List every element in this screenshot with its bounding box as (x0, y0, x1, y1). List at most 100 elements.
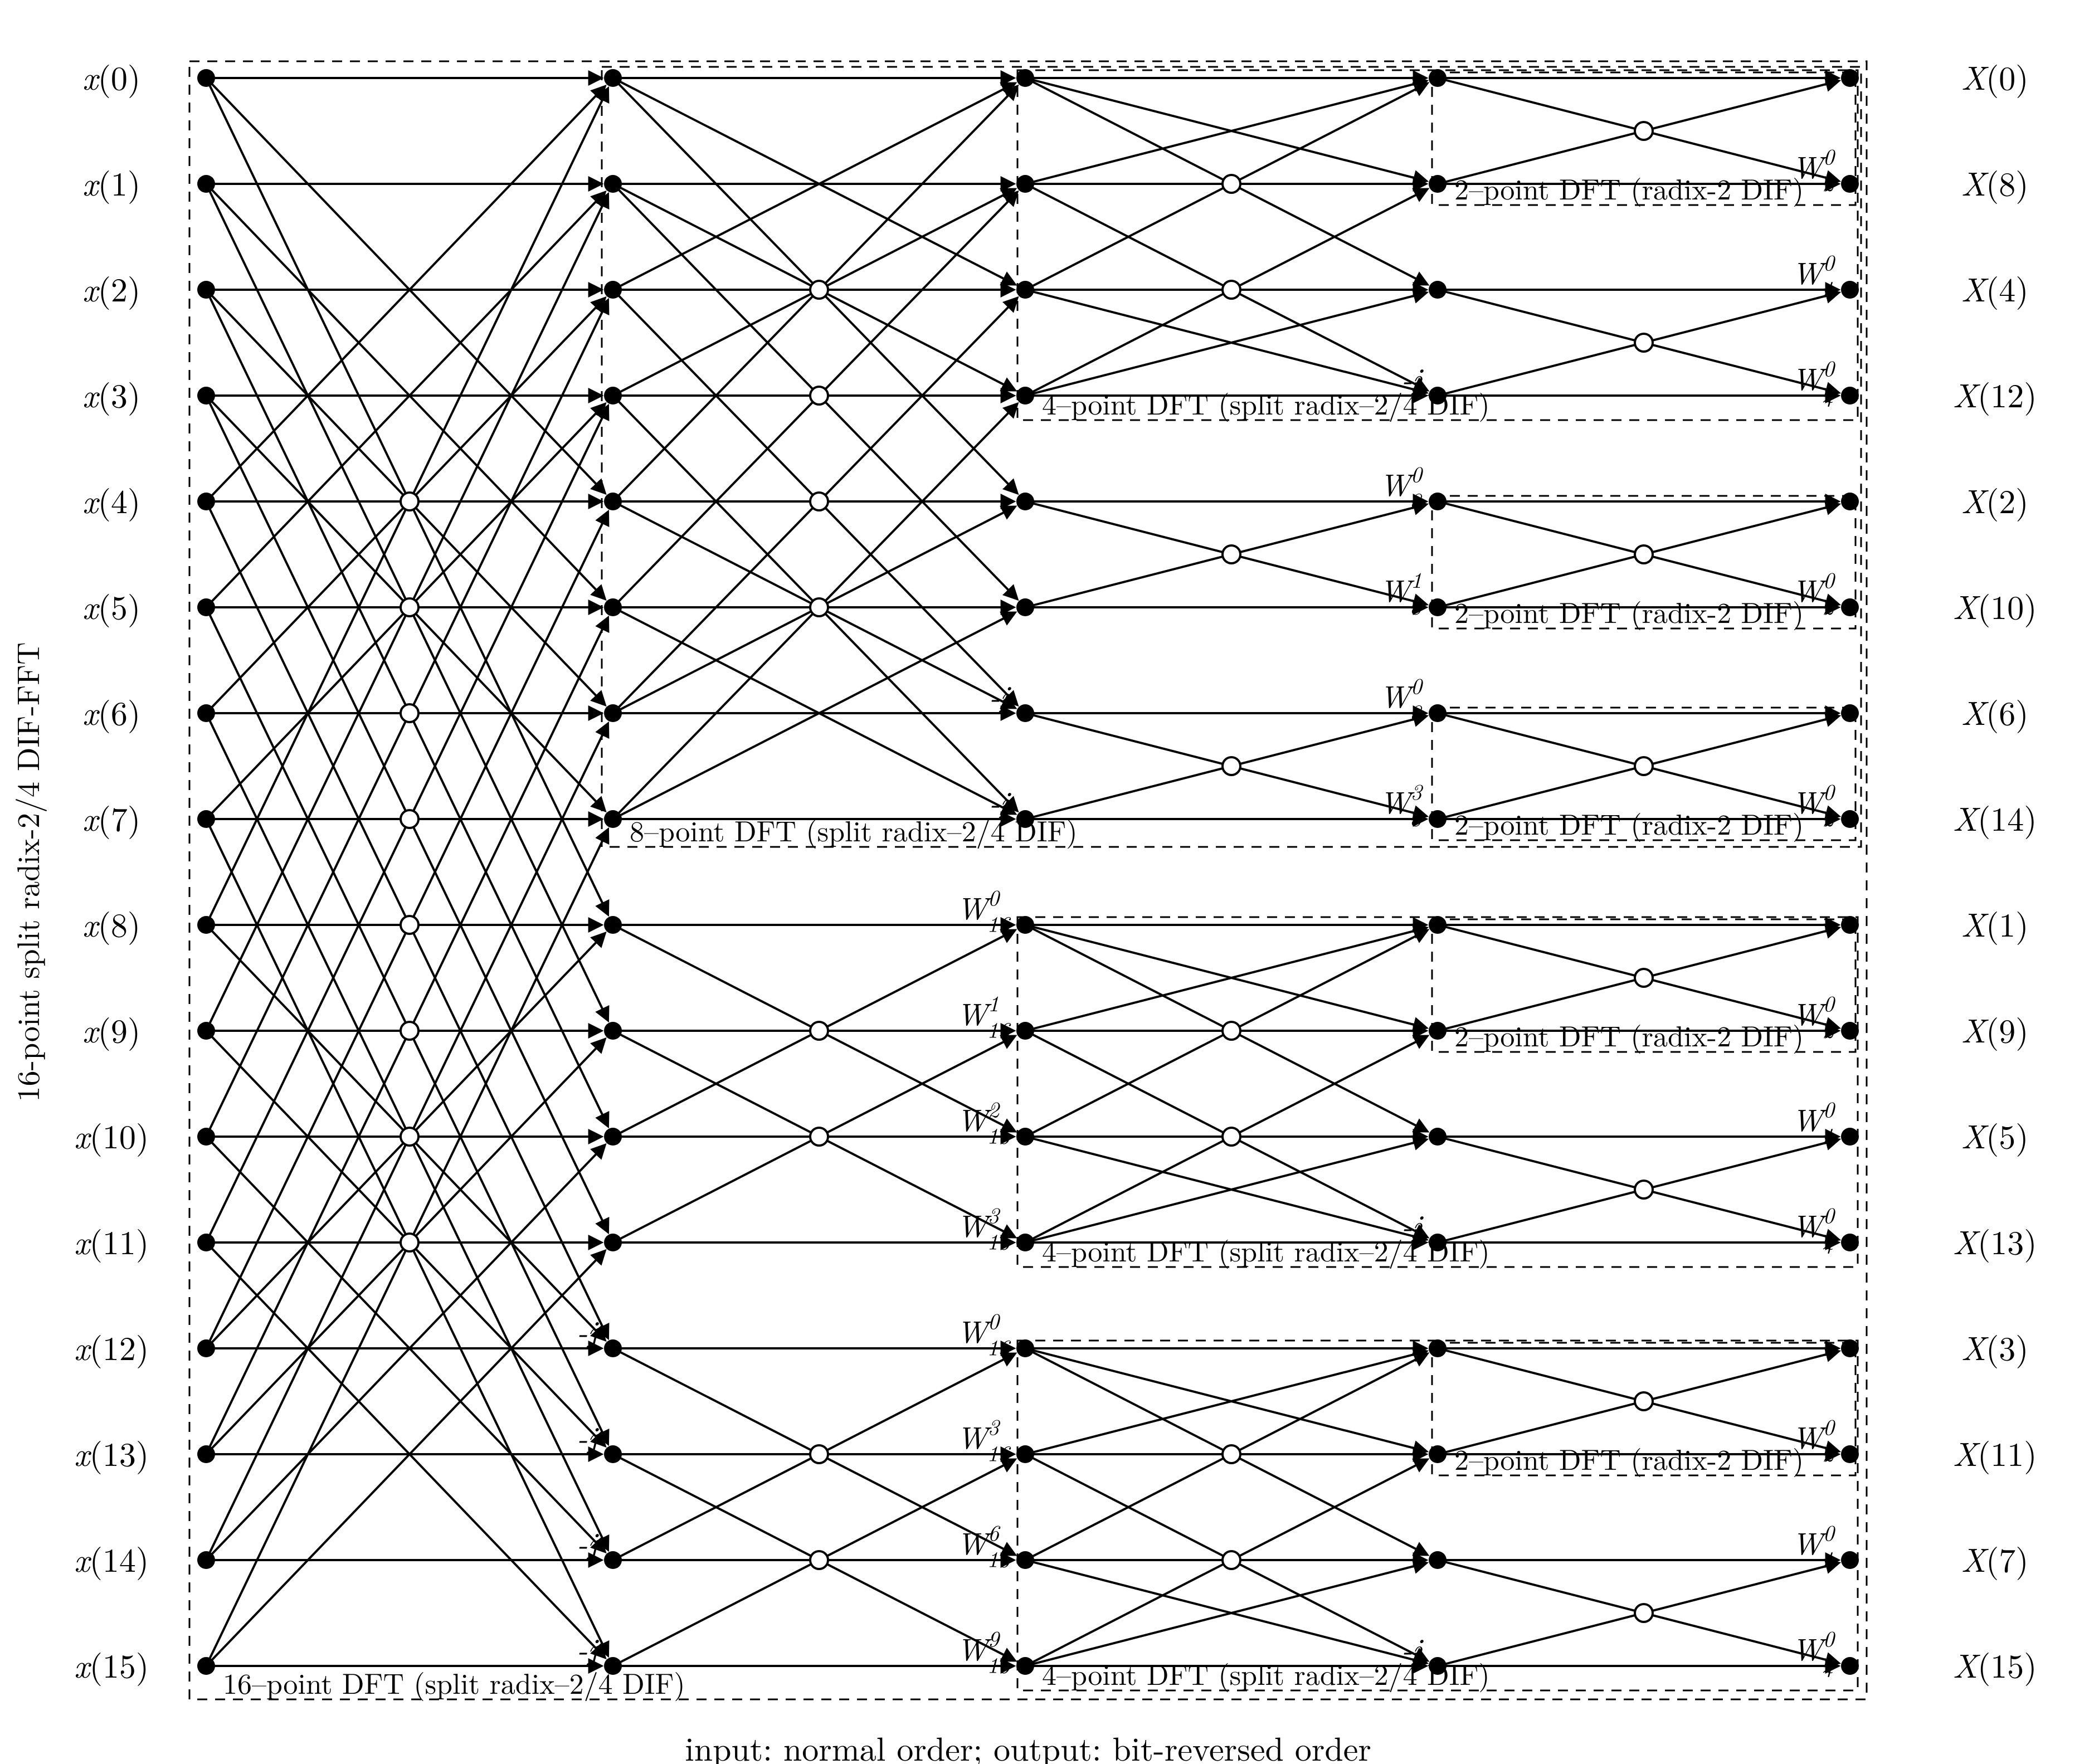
signal-node (604, 1128, 622, 1146)
signal-node (604, 704, 622, 722)
signal-node (197, 1657, 215, 1675)
twiddle-label: -j (1401, 355, 1424, 399)
signal-node (604, 1445, 622, 1463)
signal-node (197, 1128, 215, 1146)
signal-node (1841, 1339, 1859, 1357)
twiddle-label: -j (1401, 1626, 1424, 1670)
subtractor-node (1635, 757, 1653, 775)
subtractor-node (1635, 1604, 1653, 1622)
output-label: X(4) (1961, 264, 2028, 311)
subtractor-node (1635, 969, 1653, 987)
subtractor-node (1223, 1022, 1240, 1040)
signal-node (1841, 281, 1859, 299)
signal-node (1841, 1234, 1859, 1251)
output-label: X(8) (1961, 158, 2028, 206)
signal-node (197, 175, 215, 193)
svg-text:-j: -j (577, 1626, 600, 1670)
signal-node (604, 916, 622, 934)
signal-node (1429, 1339, 1447, 1357)
signal-node (197, 387, 215, 405)
signal-node (1429, 598, 1447, 616)
subtractor-node (401, 1022, 418, 1040)
signal-node (604, 1551, 622, 1569)
signal-node (1016, 1128, 1034, 1146)
subtractor-node (401, 916, 418, 934)
output-label: X(9) (1961, 1005, 2028, 1052)
output-label: X(0) (1961, 52, 2028, 100)
signal-node (197, 281, 215, 299)
signal-node (604, 493, 622, 510)
output-label: X(7) (1961, 1534, 2028, 1582)
svg-text:-j: -j (577, 1414, 600, 1458)
subtractor-node (810, 1022, 828, 1040)
signal-node (1429, 810, 1447, 828)
signal-node (1016, 387, 1034, 405)
output-label: X(11) (1952, 1429, 2037, 1476)
input-label: x(12) (74, 1323, 149, 1370)
signal-node (1016, 281, 1034, 299)
signal-node (197, 916, 215, 934)
svg-text:-j: -j (989, 673, 1012, 717)
signal-node (1016, 1339, 1034, 1357)
signal-node (197, 1551, 215, 1569)
signal-node (1429, 1128, 1447, 1146)
input-label: x(15) (74, 1640, 149, 1688)
dft-box-label: 2–point DFT (radix-2 DIF) (1454, 1437, 1804, 1479)
signal-node (604, 1234, 622, 1251)
signal-node (604, 175, 622, 193)
signal-node (604, 810, 622, 828)
signal-node (1016, 1551, 1034, 1569)
input-label: x(9) (82, 1005, 141, 1052)
subtractor-node (1635, 122, 1653, 140)
signal-node (604, 1657, 622, 1675)
svg-text:-j: -j (1401, 1626, 1424, 1670)
signal-node (1841, 1022, 1859, 1040)
subtractor-node (810, 598, 828, 616)
signal-node (1016, 1445, 1034, 1463)
svg-text:-j: -j (1401, 1202, 1424, 1246)
signal-node (1016, 916, 1034, 934)
subtractor-node (1635, 334, 1653, 352)
signal-node (1429, 1022, 1447, 1040)
signal-node (197, 1445, 215, 1463)
signal-node (1429, 1445, 1447, 1463)
signal-node (197, 1234, 215, 1251)
subtractor-node (401, 1128, 418, 1146)
output-label: X(10) (1952, 582, 2037, 629)
subtractor-node (1635, 545, 1653, 563)
subtractor-node (810, 1128, 828, 1146)
subtractor-node (401, 810, 418, 828)
subtractor-node (1223, 1445, 1240, 1463)
signal-node (1429, 1551, 1447, 1569)
input-label: x(3) (82, 370, 141, 417)
signal-node (1429, 1657, 1447, 1675)
output-label: X(6) (1961, 688, 2028, 735)
twiddle-label: -j (577, 1626, 600, 1670)
output-label: X(1) (1961, 899, 2028, 947)
subtractor-node (810, 493, 828, 510)
signal-node (1841, 1128, 1859, 1146)
subtractor-node (810, 281, 828, 299)
signal-node (1841, 916, 1859, 934)
signal-node (197, 1022, 215, 1040)
signal-node (604, 1022, 622, 1040)
svg-text:-j: -j (1401, 355, 1424, 399)
signal-node (1841, 598, 1859, 616)
signal-node (197, 69, 215, 87)
subtractor-node (1223, 175, 1240, 193)
signal-node (604, 387, 622, 405)
subtractor-node (401, 1234, 418, 1251)
signal-node (197, 493, 215, 510)
signal-node (604, 69, 622, 87)
dft-box-label: 2–point DFT (radix-2 DIF) (1454, 167, 1804, 208)
signal-node (1841, 387, 1859, 405)
input-label: x(4) (82, 476, 141, 523)
subtractor-node (1635, 1392, 1653, 1410)
input-label: x(10) (74, 1111, 149, 1158)
input-label: x(5) (82, 582, 141, 629)
signal-node (1429, 704, 1447, 722)
subtractor-node (1223, 1128, 1240, 1146)
signal-node (1429, 916, 1447, 934)
signal-node (1429, 69, 1447, 87)
input-label: x(2) (82, 264, 141, 311)
